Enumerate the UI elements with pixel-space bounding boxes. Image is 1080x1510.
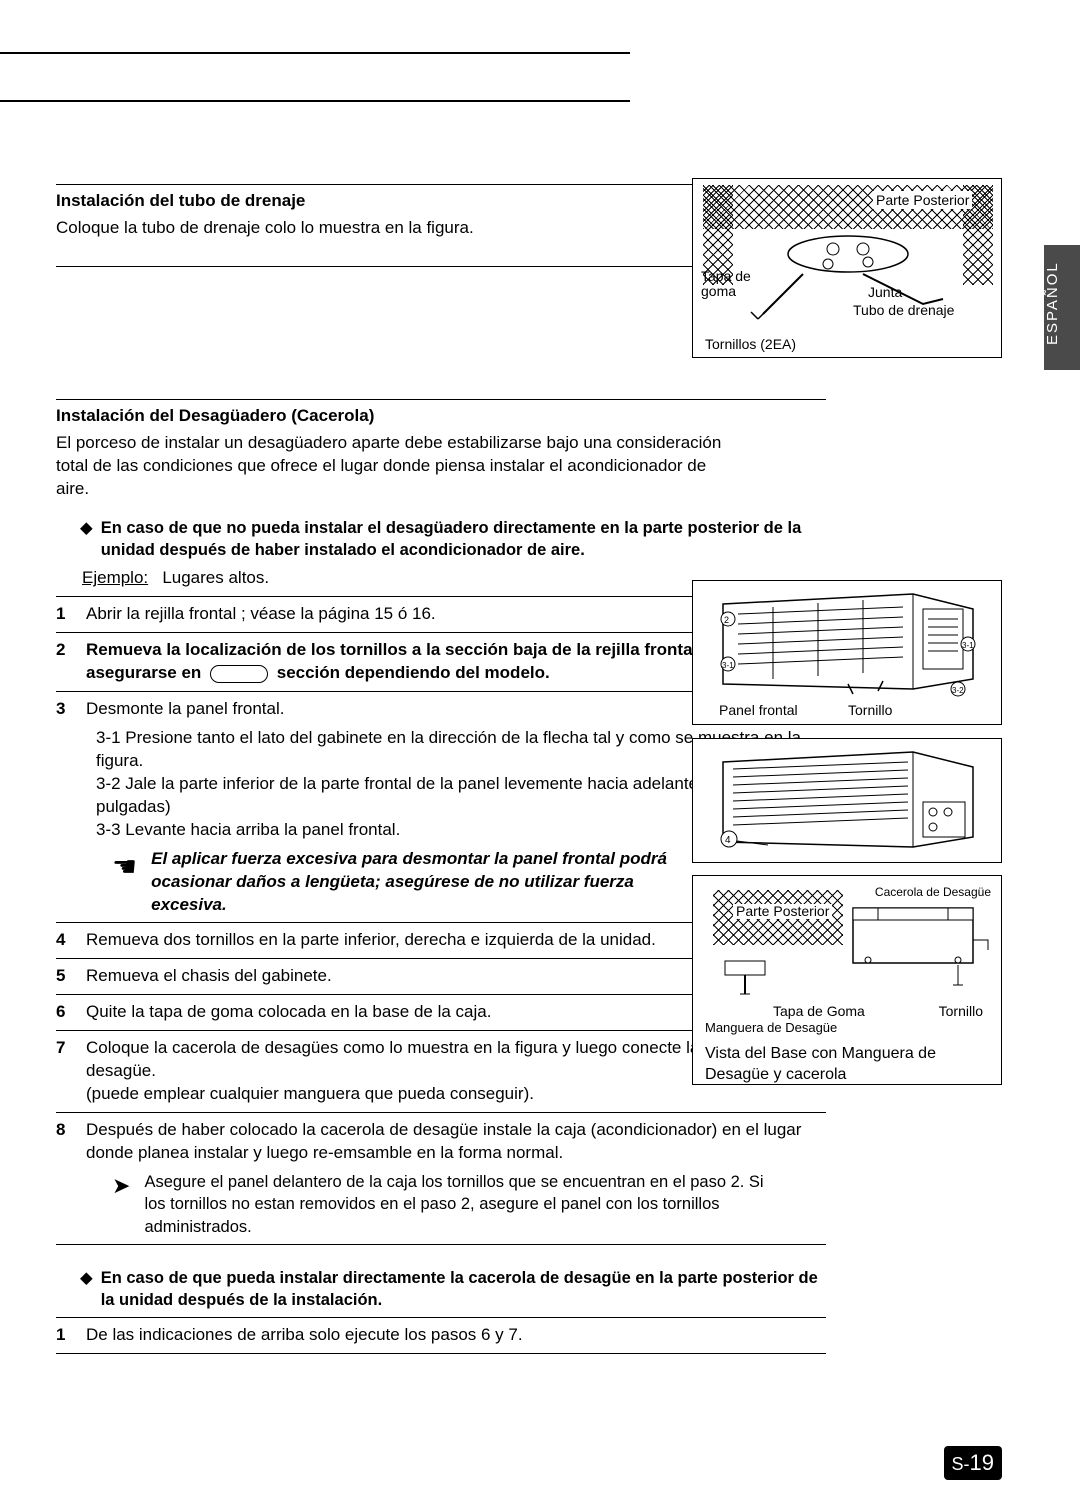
warning-text: El aplicar fuerza excesiva para desmonta… [151,848,711,917]
figure-2: 2 3-1 3-1 3-2 Panel frontal Tornillo [692,580,1002,725]
page-number: S-19 [944,1446,1002,1480]
fig1-tubo: Tubo de drenaje [853,303,954,318]
fig2-ac-svg: 2 3-1 3-1 3-2 [713,589,983,699]
language-tab: ESPAÑOL [1044,245,1080,370]
arrow-icon: ➤ [112,1171,130,1238]
fig4-parte-posterior: Parte Posterior [733,904,832,919]
fig2-panel-frontal: Panel frontal [719,703,798,718]
figure-1: Parte Posterior Tapa de goma Junta Tubo … [692,178,1002,358]
section2-body: El porceso de instalar un desagüadero ap… [56,432,736,501]
fig1-tapa-goma: Tapa de goma [701,269,761,300]
ejemplo-value: Lugares altos. [162,568,269,587]
svg-text:3-1: 3-1 [722,661,734,670]
fig4-tornillo: Tornillo [939,1004,983,1019]
fig3-ac-svg: 4 [713,747,983,857]
note2-text: En caso de que pueda instalar directamen… [101,1267,826,1312]
section2-title: Instalación del Desagüadero (Cacerola) [56,406,826,426]
fig1-tornillos: Tornillos (2EA) [705,337,796,352]
step-8-note: ➤ Asegure el panel delantero de la caja … [112,1171,826,1238]
fig4-pan-svg [848,900,993,990]
fig4-hose-svg [715,956,785,1001]
figure-3: 4 [692,738,1002,863]
fig1-parte-posterior: Parte Posterior [873,191,972,209]
note1-text: En caso de que no pueda instalar el desa… [101,517,826,562]
diamond-icon: ◆ [80,1267,93,1312]
svg-text:4: 4 [725,835,731,846]
step-8: 8 Después de haber colocado la cacerola … [56,1119,826,1165]
fig4-manguera: Manguera de Desagüe [705,1021,837,1035]
figure-4: Parte Posterior Cacerola de Desagüe Tapa… [692,875,1002,1085]
diamond-icon: ◆ [80,517,93,562]
fig1-drain-svg [743,234,953,344]
fig4-cacerola: Cacerola de Desagüe [875,886,991,899]
fig2-tornillo: Tornillo [848,703,892,718]
svg-text:3-2: 3-2 [952,686,964,695]
svg-text:3-1: 3-1 [962,641,974,650]
hand-pointer-icon: ☚ [112,850,137,917]
svg-text:2: 2 [724,615,729,625]
fig4-tapa-goma: Tapa de Goma [773,1004,865,1019]
fig4-caption: Vista del Base con Manguera de Desagüe y… [705,1044,985,1086]
blank-oval-icon [210,665,268,683]
alt-step-1: 1 De las indicaciones de arriba solo eje… [56,1324,826,1347]
note1: ◆ En caso de que no pueda instalar el de… [80,517,826,562]
ejemplo-label: Ejemplo: [82,568,148,587]
note2: ◆ En caso de que pueda instalar directam… [80,1267,826,1312]
fig1-junta: Junta [868,285,902,300]
